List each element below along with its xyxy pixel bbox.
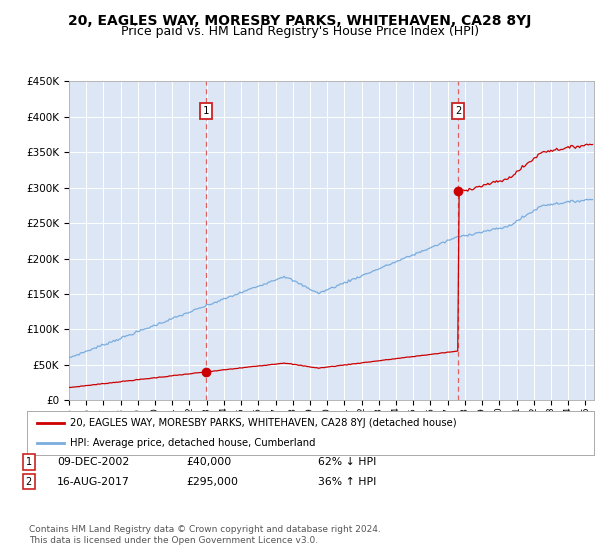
Text: 62% ↓ HPI: 62% ↓ HPI <box>318 457 376 467</box>
Text: 36% ↑ HPI: 36% ↑ HPI <box>318 477 376 487</box>
Text: 20, EAGLES WAY, MORESBY PARKS, WHITEHAVEN, CA28 8YJ (detached house): 20, EAGLES WAY, MORESBY PARKS, WHITEHAVE… <box>70 418 456 428</box>
Text: 09-DEC-2002: 09-DEC-2002 <box>57 457 129 467</box>
Text: £295,000: £295,000 <box>186 477 238 487</box>
Text: 2: 2 <box>455 106 461 116</box>
Text: 20, EAGLES WAY, MORESBY PARKS, WHITEHAVEN, CA28 8YJ: 20, EAGLES WAY, MORESBY PARKS, WHITEHAVE… <box>68 14 532 28</box>
Text: 1: 1 <box>26 457 32 467</box>
Text: HPI: Average price, detached house, Cumberland: HPI: Average price, detached house, Cumb… <box>70 438 315 449</box>
Text: £40,000: £40,000 <box>186 457 231 467</box>
Text: 16-AUG-2017: 16-AUG-2017 <box>57 477 130 487</box>
Text: 2: 2 <box>26 477 32 487</box>
Text: Price paid vs. HM Land Registry's House Price Index (HPI): Price paid vs. HM Land Registry's House … <box>121 25 479 38</box>
Text: Contains HM Land Registry data © Crown copyright and database right 2024.
This d: Contains HM Land Registry data © Crown c… <box>29 525 380 545</box>
Text: 1: 1 <box>203 106 209 116</box>
